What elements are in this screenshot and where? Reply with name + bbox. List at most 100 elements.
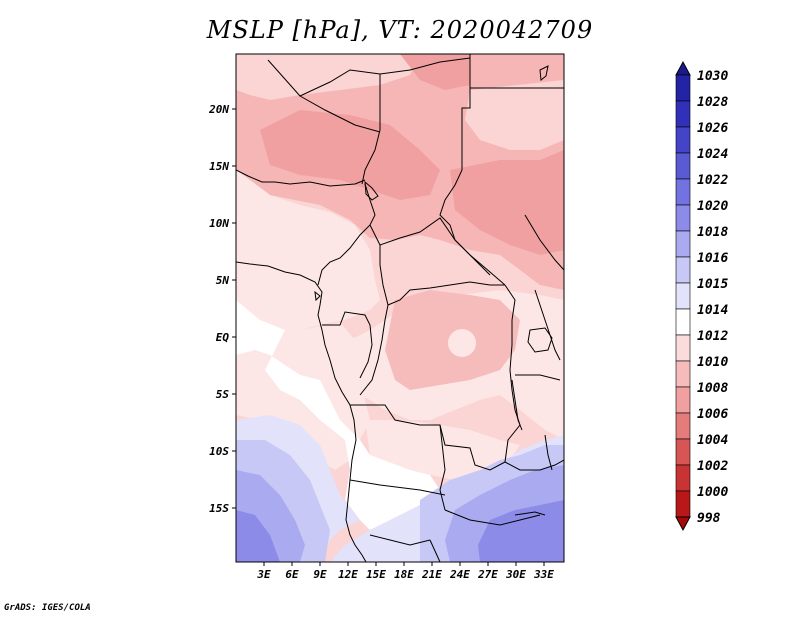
pressure-area-1006-1008-top <box>400 54 470 90</box>
colorbar-segment <box>675 438 691 466</box>
border-namibia-south <box>369 534 431 546</box>
colorbar-segment <box>675 360 691 388</box>
lon-tick-label: 24E <box>449 568 470 581</box>
colorbar-level-label: 998 <box>697 511 721 526</box>
country-borders <box>236 54 564 562</box>
lon-tick-label: 6E <box>285 568 299 581</box>
colorbar-level-label: 1028 <box>697 95 728 110</box>
border-zimbabwe <box>444 509 541 526</box>
border-car-sudan <box>379 217 506 286</box>
colorbar-level-label: 1030 <box>697 69 728 84</box>
lat-tick-label: 15S <box>209 502 229 515</box>
border-algeria-niger <box>299 95 381 133</box>
border-car-drc <box>387 281 505 306</box>
colorbar-level-label: 1024 <box>697 147 728 162</box>
lat-tick-label: EQ <box>216 331 230 344</box>
colorbar-level-label: 1000 <box>697 485 728 500</box>
grads-credit: GrADS: IGES/COLA <box>4 603 91 613</box>
border-drc-angola <box>350 404 506 471</box>
lat-axis: 20N 15N 10N 5N EQ 5S 10S 15S <box>208 103 236 515</box>
colorbar-segment <box>675 464 691 492</box>
border-botswana <box>429 539 441 562</box>
island-bioko <box>314 290 321 302</box>
colorbar-segment <box>675 230 691 258</box>
pressure-area-1012-1014-central <box>236 170 380 330</box>
colorbar-segment <box>675 412 691 440</box>
colorbar: 1030 1028 1026 1024 1022 1020 1018 1016 1015 1014… <box>675 60 728 532</box>
lon-axis: 3E 6E 9E 12E 15E 18E 21E 24E 27E 30E 33E <box>256 562 554 581</box>
lat-tick-label: 10N <box>209 217 229 230</box>
border-sudan-ethiopia <box>524 214 564 271</box>
border-gabon-congo <box>322 311 373 379</box>
pressure-area-1010-north-ne <box>465 80 564 150</box>
colorbar-level-label: 1012 <box>697 329 728 344</box>
colorbar-segment <box>675 152 691 180</box>
west-coastline <box>236 261 367 562</box>
colorbar-segment <box>675 204 691 232</box>
pressure-area-1020-1022-east <box>478 500 564 562</box>
lat-tick-label: 5S <box>216 388 230 401</box>
colorbar-segment <box>675 126 691 154</box>
colorbar-level-label: 1020 <box>697 199 728 214</box>
colorbar-level-label: 1008 <box>697 381 728 396</box>
colorbar-level-label: 1022 <box>697 173 728 188</box>
lon-tick-label: 33E <box>533 568 554 581</box>
colorbar-segment <box>675 256 691 284</box>
lon-tick-label: 15E <box>366 568 386 581</box>
lon-tick-label: 27E <box>477 568 498 581</box>
lon-tick-label: 3E <box>256 568 271 581</box>
colorbar-arrow-bottom <box>675 516 691 532</box>
colorbar-level-label: 1014 <box>697 303 728 318</box>
border-angola-zambia <box>439 424 446 511</box>
border-libya-chad <box>361 74 381 185</box>
pressure-area-1012-spot <box>448 329 476 357</box>
pressure-area-1006-1008-sahel <box>260 110 440 200</box>
pressure-area-1014-1015-west <box>236 300 440 530</box>
lake-malawi <box>544 434 553 471</box>
pressure-area-1010-north-w <box>236 54 420 100</box>
colorbar-segment <box>675 100 691 128</box>
border-nigeria-cameroon <box>317 183 376 286</box>
pressure-area-1006-1008-chad <box>450 150 564 255</box>
colorbar-level-label: 1026 <box>697 121 728 136</box>
colorbar-segment <box>675 282 691 310</box>
border-libya-east <box>461 54 471 170</box>
lat-tick-label: 10S <box>209 445 229 458</box>
lon-tick-label: 12E <box>338 568 358 581</box>
colorbar-segment <box>675 334 691 362</box>
lake-victoria <box>527 327 553 353</box>
colorbar-segment <box>675 386 691 414</box>
lake-chad <box>364 180 379 201</box>
lon-tick-label: 30E <box>505 568 526 581</box>
colorbar-segment <box>675 178 691 206</box>
border-cameroon-car <box>369 224 389 306</box>
border-north-1 <box>236 169 366 187</box>
lon-tick-label: 21E <box>421 568 442 581</box>
border-north-2 <box>267 57 471 97</box>
colorbar-level-label: 1004 <box>697 433 728 448</box>
lake-kariba <box>514 511 546 516</box>
pressure-area-1020-1022-west <box>236 510 280 562</box>
lon-tick-label: 18E <box>394 568 414 581</box>
border-uganda-kenya <box>534 289 561 361</box>
lat-tick-label: 5N <box>216 274 230 287</box>
lat-tick-label: 15N <box>209 160 229 173</box>
map-title: MSLP [hPa], VT: 2020042709 <box>206 16 594 44</box>
colorbar-arrow-top <box>675 60 691 76</box>
colorbar-level-label: 1015 <box>697 277 728 292</box>
colorbar-segment <box>675 490 691 518</box>
colorbar-level-label: 1018 <box>697 225 728 240</box>
border-tanzania <box>515 374 561 381</box>
lat-tick-label: 20N <box>208 103 229 116</box>
island-canaries-top <box>539 65 549 81</box>
colorbar-segment <box>675 74 691 102</box>
border-drc-east <box>504 284 521 463</box>
pressure-field <box>236 54 564 562</box>
colorbar-level-label: 1010 <box>697 355 728 370</box>
border-namibia-angola <box>349 479 446 496</box>
lake-tanganyika <box>511 379 523 431</box>
border-zambia-moz <box>504 459 564 471</box>
colorbar-level-label: 1006 <box>697 407 728 422</box>
colorbar-segment <box>675 308 691 336</box>
